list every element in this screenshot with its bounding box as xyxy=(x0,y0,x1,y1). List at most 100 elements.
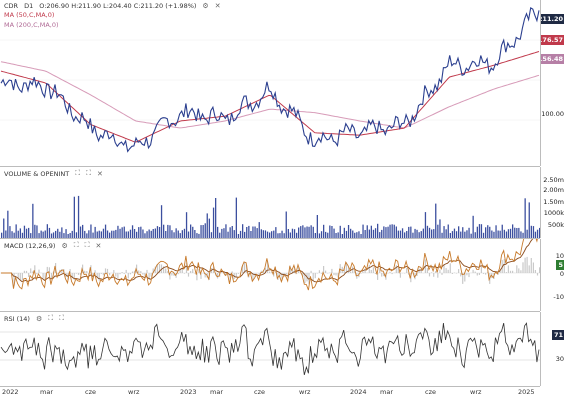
macd-hist-bar xyxy=(352,266,354,273)
x-label-12: 2025 xyxy=(518,388,535,396)
volume-bar xyxy=(15,224,17,238)
volume-bar xyxy=(115,229,117,238)
macd-hist-bar xyxy=(518,268,520,273)
volume-bar xyxy=(52,232,55,238)
macd-hist-bar xyxy=(374,273,377,274)
volume-bar xyxy=(165,231,167,238)
macd-hist-bar xyxy=(347,267,350,273)
macd-hist-bar xyxy=(69,269,71,273)
macd-hist-bar xyxy=(57,273,59,274)
volume-bar xyxy=(435,203,437,238)
macd-hist-bar xyxy=(28,273,30,277)
volume-bar xyxy=(308,226,310,238)
volume-bar xyxy=(248,225,250,238)
volume-bar xyxy=(505,231,508,238)
volume-bar xyxy=(181,230,183,238)
minimize-icon[interactable]: ⛶ xyxy=(86,169,91,177)
close-icon[interactable]: ✕ xyxy=(214,2,221,10)
macd-hist-bar xyxy=(406,267,408,273)
volume-bar xyxy=(136,231,138,238)
minimize-icon[interactable]: ⛶ xyxy=(84,241,90,249)
volume-bar xyxy=(453,228,456,238)
volume-bar xyxy=(379,232,381,238)
volume-bar xyxy=(489,226,491,238)
volume-bar xyxy=(445,229,447,238)
volume-bar xyxy=(82,224,84,238)
vol-axis-label-0: 2.50m xyxy=(543,176,564,184)
volume-bar xyxy=(493,231,495,238)
settings-icon[interactable]: ⚙ xyxy=(202,2,209,10)
maximize-icon[interactable]: ⛶ xyxy=(75,169,81,177)
volume-bar xyxy=(298,227,300,238)
macd-hist-bar xyxy=(25,270,28,273)
maximize-icon[interactable]: ⛶ xyxy=(48,314,54,322)
settings-icon[interactable]: ⚙ xyxy=(35,314,43,323)
volume-bar xyxy=(422,228,424,238)
settings-icon[interactable]: ⚙ xyxy=(61,241,68,250)
volume-bar xyxy=(75,232,78,238)
macd-signal-line xyxy=(1,239,538,283)
x-label-7: wrz xyxy=(299,388,311,396)
volume-bar xyxy=(269,232,271,238)
macd-hist-bar xyxy=(156,264,158,273)
volume-bar xyxy=(198,233,200,238)
macd-hist-bar xyxy=(364,268,366,273)
volume-bar xyxy=(439,219,441,238)
volume-bar xyxy=(312,226,314,238)
macd-hist-bar xyxy=(416,273,418,276)
volume-bar xyxy=(426,225,429,238)
volume-bar xyxy=(46,224,48,238)
volume-bar xyxy=(90,224,92,238)
macd-axis: 10 5 0 -10 xyxy=(540,239,564,311)
macd-hist-bar xyxy=(21,273,23,281)
macd-hist-bar xyxy=(196,273,198,281)
volume-bar xyxy=(246,227,248,238)
volume-bar xyxy=(225,224,227,238)
volume-bar xyxy=(285,211,287,238)
rsi-pane[interactable]: RSI (14) ⚙ ⛶ ⛶ xyxy=(0,312,540,387)
macd-hist-bar xyxy=(377,273,379,280)
macd-hist-bar xyxy=(381,273,383,277)
macd-hist-bar xyxy=(509,270,512,273)
volume-bar xyxy=(215,198,217,238)
close-icon[interactable]: ✕ xyxy=(95,241,102,250)
volume-bar xyxy=(491,230,493,238)
volume-bar xyxy=(532,226,535,238)
macd-hist-bar xyxy=(138,270,140,273)
volume-bar xyxy=(443,226,445,238)
price-pane[interactable]: CDR D1 O:206.90 H:211.90 L:204.40 C:211.… xyxy=(0,0,540,167)
volume-bar xyxy=(117,225,119,238)
macd-hist-bar xyxy=(252,273,254,281)
volume-bar xyxy=(277,233,279,238)
volume-bar xyxy=(329,225,331,238)
minimize-icon[interactable]: ⛶ xyxy=(59,314,65,322)
volume-bar xyxy=(11,231,13,238)
rsi-tag: 71 xyxy=(551,330,564,340)
macd-hist-bar xyxy=(273,273,275,277)
volume-bar xyxy=(208,218,210,238)
close-icon[interactable]: ✕ xyxy=(97,169,103,178)
volume-bar xyxy=(187,231,190,238)
volume-bar xyxy=(50,233,53,238)
maximize-icon[interactable]: ⛶ xyxy=(73,241,79,249)
macd-hist-bar xyxy=(194,273,196,274)
volume-bar xyxy=(223,228,225,238)
macd-hist-bar xyxy=(200,273,202,279)
volume-bar xyxy=(304,227,306,238)
rsi-axis-label-1: 30 xyxy=(555,355,564,363)
macd-hist-bar xyxy=(466,273,468,276)
macd-hist-bar xyxy=(418,268,420,273)
volume-bar xyxy=(55,230,57,238)
macd-hist-bar xyxy=(368,264,370,273)
macd-hist-bar xyxy=(229,273,231,283)
macd-hist-bar xyxy=(100,273,102,274)
volume-bar xyxy=(383,226,385,238)
macd-hist-bar xyxy=(30,268,32,273)
macd-hist-bar xyxy=(158,264,161,273)
macd-hist-bar xyxy=(530,258,532,273)
macd-hist-bar xyxy=(15,273,17,274)
macd-hist-bar xyxy=(314,273,316,279)
macd-hist-bar xyxy=(106,268,109,273)
volume-pane[interactable]: VOLUME & OPENINT ⛶ ⛶ ✕ xyxy=(0,167,540,239)
macd-pane[interactable]: MACD (12,26,9) ⚙ ⛶ ⛶ ✕ xyxy=(0,239,540,312)
